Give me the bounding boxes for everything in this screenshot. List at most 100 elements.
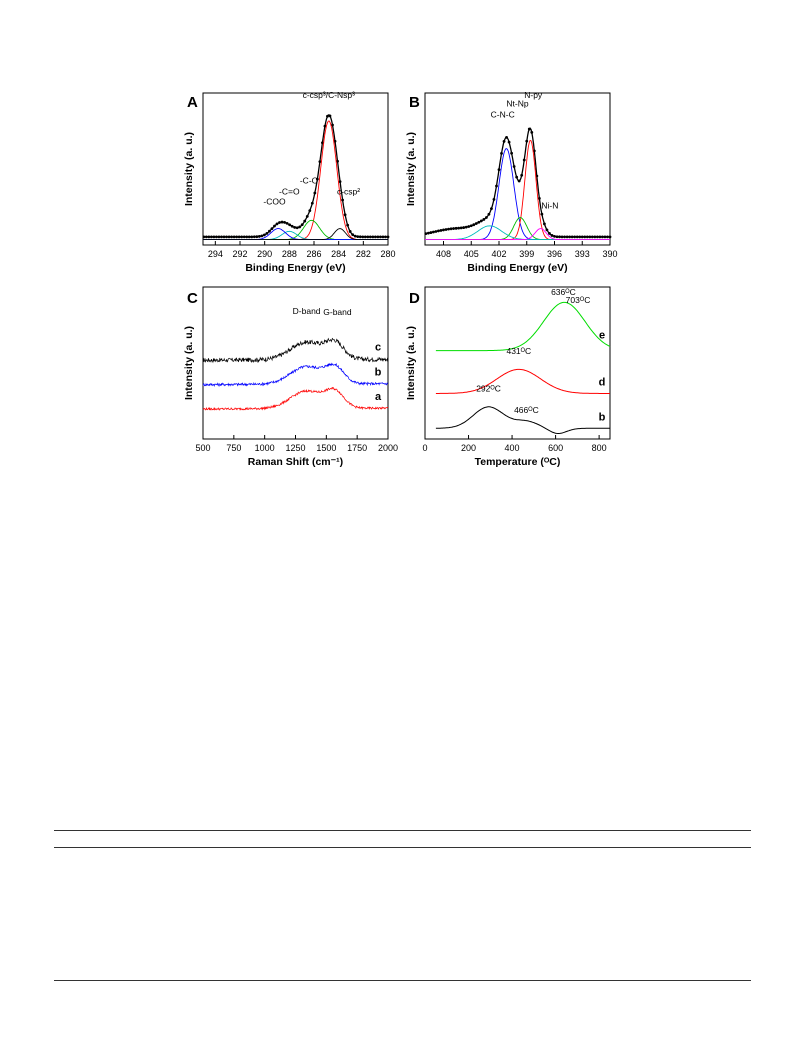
data-point (457, 226, 461, 230)
plot-frame (202, 92, 389, 246)
data-point (477, 220, 481, 224)
fit-component (425, 139, 610, 241)
panel-letter-a: A (187, 94, 198, 111)
data-point (351, 233, 355, 237)
data-point (537, 197, 541, 200)
x-tick-label: 408 (436, 249, 451, 259)
x-tick-label: 284 (331, 249, 346, 259)
data-point (290, 224, 294, 228)
data-point (490, 207, 493, 211)
data-point (295, 226, 299, 230)
data-point (424, 232, 428, 235)
data-point (381, 235, 385, 239)
data-point (331, 123, 334, 127)
x-tick-label: 405 (464, 249, 479, 259)
tpd-curve-b (435, 406, 610, 434)
x-tick-label: 2000 (378, 443, 398, 453)
curve-label-b: b (375, 366, 382, 378)
band-label: D-band (293, 306, 321, 316)
data-point (479, 219, 483, 223)
data-point (353, 234, 357, 238)
y-axis-label: Intensity (a. u.) (405, 326, 417, 400)
data-point (338, 180, 342, 183)
temperature-label: 466ᴼC (514, 405, 539, 415)
data-point (250, 235, 254, 239)
peak-label: c-csp² (337, 187, 360, 197)
curve-label-c: c (375, 342, 381, 354)
raman-spectrum-a (202, 386, 389, 411)
data-point (252, 235, 256, 239)
page-rule-middle (54, 847, 751, 848)
data-point (207, 235, 211, 239)
x-tick-label: 402 (491, 249, 506, 259)
data-point (530, 130, 534, 134)
page-rule-bottom (54, 980, 751, 981)
x-tick-label: 280 (380, 249, 395, 259)
data-point (462, 226, 466, 229)
data-point (550, 234, 554, 237)
panel-d: D 0 200 400 600 800 Temperature (ᴼC) Intensity … (405, 286, 611, 468)
data-point (328, 114, 332, 118)
data-point (512, 165, 516, 168)
plot-frame (424, 92, 611, 246)
data-point (361, 235, 365, 239)
data-point (321, 141, 324, 145)
temperature-label: 636ᴼC (551, 287, 576, 297)
fit-component (425, 228, 610, 241)
data-point (376, 235, 380, 239)
measured-spectrum (424, 127, 610, 238)
data-point (217, 235, 221, 239)
data-point (575, 235, 579, 239)
x-tick-label: 1500 (316, 443, 336, 453)
data-point (283, 221, 286, 224)
data-point (429, 231, 433, 234)
data-point (363, 235, 367, 239)
x-tick-label: 286 (306, 249, 321, 259)
data-point (222, 235, 226, 239)
data-point (598, 235, 602, 239)
data-point (275, 222, 279, 226)
data-point (356, 235, 360, 239)
x-axis-label: Binding Energy (eV) (467, 262, 567, 274)
x-tick-label: 600 (548, 443, 563, 453)
data-point (484, 216, 488, 219)
curve-label-d: d (599, 376, 606, 388)
raman-spectrum-b (202, 362, 389, 387)
data-point (497, 168, 501, 172)
data-point (373, 235, 377, 239)
peak-label: N-py (524, 90, 543, 100)
curve-label-a: a (375, 391, 382, 403)
peak-label: -COO (263, 196, 286, 206)
temperature-label: 703ᴼC (566, 295, 591, 305)
data-point (426, 231, 430, 235)
panel-c: C 500 750 1000 1250 1500 1750 2000 Raman Shift (… (183, 286, 398, 468)
peak-label: -C=O (279, 187, 300, 197)
data-point (310, 201, 314, 205)
data-point (517, 179, 521, 183)
data-point (525, 139, 529, 143)
data-point (507, 140, 511, 144)
data-point (278, 221, 281, 224)
panel-a: A 294 292 290 288 286 284 282 280 Binding Energy … (183, 90, 396, 274)
x-tick-label: 294 (208, 249, 223, 259)
data-point (583, 235, 587, 239)
x-tick-label: 500 (195, 443, 210, 453)
data-point (348, 230, 352, 233)
data-point (472, 223, 476, 227)
data-point (588, 235, 592, 239)
data-point (341, 198, 344, 202)
panel-letter-b: B (409, 94, 420, 111)
data-point (230, 235, 233, 239)
data-point (495, 184, 498, 188)
data-point (262, 233, 266, 237)
data-point (247, 235, 251, 239)
curve-label-e: e (599, 329, 605, 341)
data-point (553, 234, 556, 238)
data-point (560, 235, 564, 239)
y-axis-label: Intensity (a. u.) (405, 132, 417, 206)
fit-component (203, 120, 388, 241)
data-point (379, 235, 382, 239)
data-point (298, 225, 302, 229)
data-point (482, 218, 486, 221)
